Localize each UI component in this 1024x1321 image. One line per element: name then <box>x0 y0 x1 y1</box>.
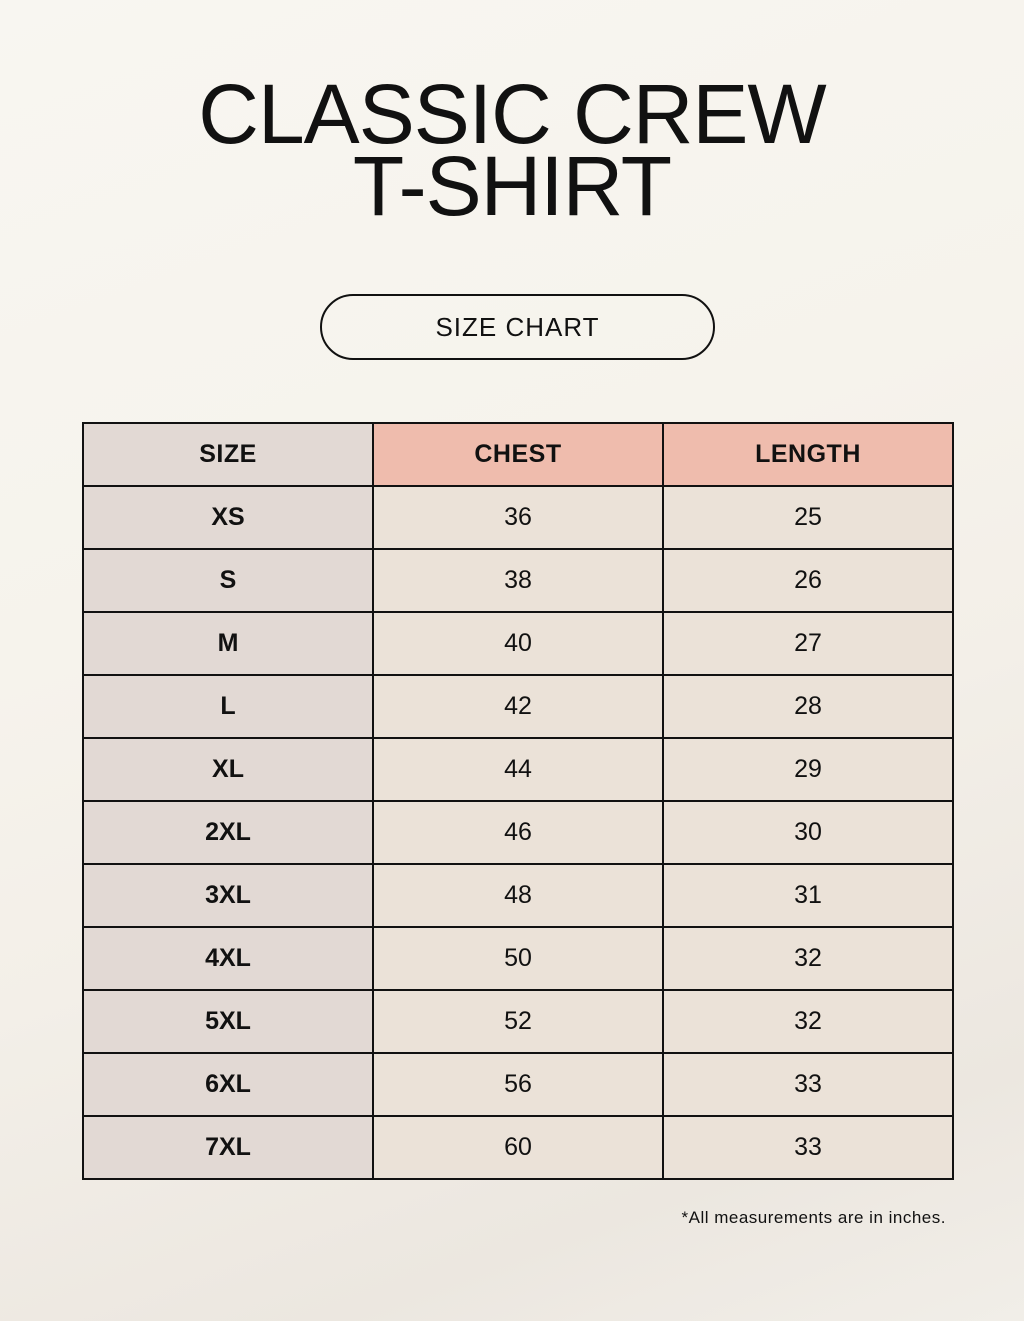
cell-length: 31 <box>662 863 954 928</box>
cell-size: 5XL <box>82 989 374 1054</box>
cell-length: 28 <box>662 674 954 739</box>
page-title: CLASSIC CREW T-SHIRT <box>0 67 1024 233</box>
table-row: XS 36 25 <box>82 485 954 550</box>
table-row: 6XL 56 33 <box>82 1052 954 1117</box>
cell-chest: 40 <box>372 611 664 676</box>
table-row: L 42 28 <box>82 674 954 739</box>
cell-chest: 50 <box>372 926 664 991</box>
cell-size: 3XL <box>82 863 374 928</box>
header-size: SIZE <box>82 422 374 487</box>
cell-size: 6XL <box>82 1052 374 1117</box>
size-chart-badge: SIZE CHART <box>320 294 715 360</box>
cell-length: 30 <box>662 800 954 865</box>
cell-length: 32 <box>662 926 954 991</box>
header-length: LENGTH <box>662 422 954 487</box>
cell-length: 33 <box>662 1052 954 1117</box>
header-chest: CHEST <box>372 422 664 487</box>
cell-length: 27 <box>662 611 954 676</box>
title-line-2: T-SHIRT <box>352 139 672 233</box>
cell-chest: 44 <box>372 737 664 802</box>
cell-length: 26 <box>662 548 954 613</box>
table-row: 5XL 52 32 <box>82 989 954 1054</box>
cell-chest: 56 <box>372 1052 664 1117</box>
cell-chest: 36 <box>372 485 664 550</box>
cell-size: 7XL <box>82 1115 374 1180</box>
table-header-row: SIZE CHEST LENGTH <box>82 422 954 487</box>
cell-chest: 38 <box>372 548 664 613</box>
size-chart-table: SIZE CHEST LENGTH XS 36 25 S 38 26 M 40 27 L 42 28 X… <box>82 422 954 1180</box>
table-row: 4XL 50 32 <box>82 926 954 991</box>
table-row: 7XL 60 33 <box>82 1115 954 1180</box>
footnote: *All measurements are in inches. <box>681 1208 946 1227</box>
title-line-1: CLASSIC CREW <box>198 67 826 161</box>
cell-chest: 52 <box>372 989 664 1054</box>
cell-length: 29 <box>662 737 954 802</box>
table-row: S 38 26 <box>82 548 954 613</box>
cell-length: 32 <box>662 989 954 1054</box>
cell-chest: 46 <box>372 800 664 865</box>
table-row: M 40 27 <box>82 611 954 676</box>
cell-size: XS <box>82 485 374 550</box>
cell-size: 2XL <box>82 800 374 865</box>
cell-size: M <box>82 611 374 676</box>
table-row: 2XL 46 30 <box>82 800 954 865</box>
cell-chest: 48 <box>372 863 664 928</box>
table-row: XL 44 29 <box>82 737 954 802</box>
cell-size: L <box>82 674 374 739</box>
table-row: 3XL 48 31 <box>82 863 954 928</box>
cell-size: 4XL <box>82 926 374 991</box>
cell-length: 25 <box>662 485 954 550</box>
cell-size: S <box>82 548 374 613</box>
cell-length: 33 <box>662 1115 954 1180</box>
cell-chest: 60 <box>372 1115 664 1180</box>
cell-size: XL <box>82 737 374 802</box>
cell-chest: 42 <box>372 674 664 739</box>
